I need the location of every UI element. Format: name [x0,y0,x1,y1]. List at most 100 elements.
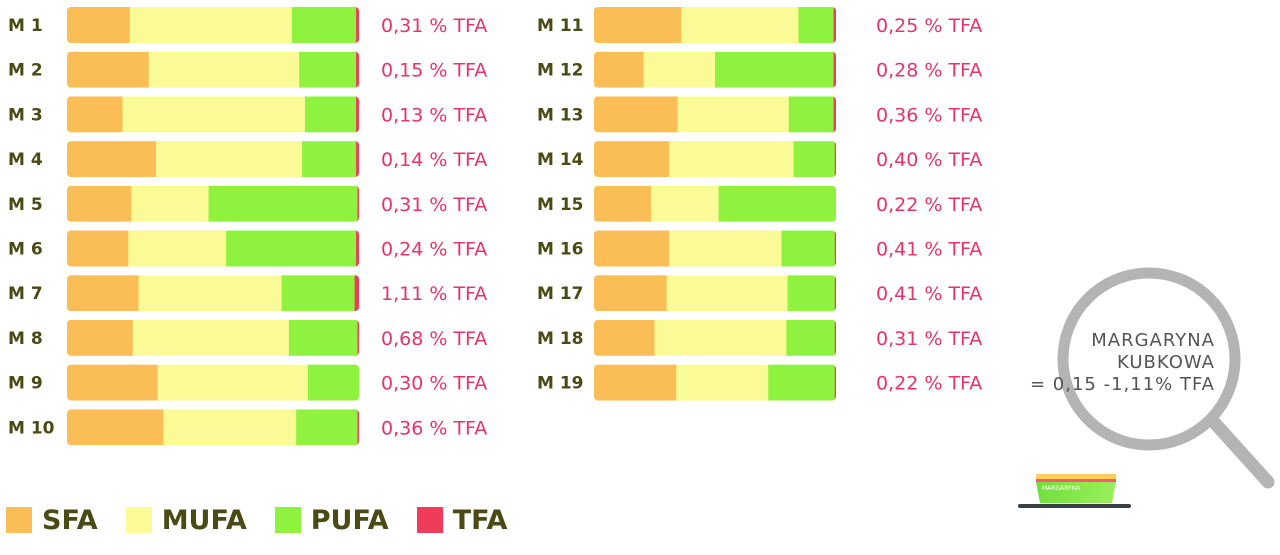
legend-item-pufa: PUFA [274,504,389,536]
tfa-value-m13: 0,36 % TFA [876,104,982,126]
bar-m2 [67,51,359,88]
row-label-m12: M 12 [537,61,584,81]
legend-swatch-tfa [416,507,443,533]
tub-body [1036,482,1116,503]
bar-m3 [67,96,359,133]
bar-segment-pufa-m5 [208,185,359,222]
legend-label-tfa: TFA [452,504,508,536]
bar-m10 [67,409,359,446]
bar-m16 [594,230,836,267]
tfa-value-m16: 0,41 % TFA [876,239,982,261]
bar-segment-sfa-m10 [67,409,164,446]
bar-segment-pufa-m2 [299,51,357,88]
tfa-value-m19: 0,22 % TFA [876,373,982,395]
bar-segment-pufa-m17 [787,275,836,312]
bar-segment-mufa-m16 [669,230,783,267]
bar-segment-mufa-m9 [157,364,309,401]
bar-segment-mufa-m10 [163,409,297,446]
bar-segment-mufa-m8 [132,319,290,356]
bar-segment-pufa-m19 [768,364,836,401]
bar-segment-tfa-m19 [834,364,836,401]
tfa-value-m3: 0,13 % TFA [381,104,487,126]
bar-segment-mufa-m5 [131,185,210,222]
tfa-value-m6: 0,24 % TFA [381,239,487,261]
bar-m5 [67,185,359,222]
bar-segment-tfa-m1 [356,7,359,43]
bar-segment-mufa-m3 [122,96,306,133]
bar-m19 [594,364,836,401]
bar-segment-mufa-m12 [643,51,716,88]
tfa-value-m5: 0,31 % TFA [381,194,487,216]
bar-segment-sfa-m2 [67,51,150,88]
legend-swatch-pufa [274,507,301,533]
bar-segment-pufa-m4 [302,141,357,178]
legend: SFA MUFA PUFA TFA [6,503,535,537]
bar-m11 [594,7,836,43]
bar-segment-pufa-m8 [288,319,359,356]
legend-label-mufa: MUFA [161,504,247,536]
row-label-m2: M 2 [8,61,43,81]
bar-segment-pufa-m18 [786,319,836,356]
bar-segment-pufa-m13 [788,96,835,133]
bar-m13 [594,96,836,133]
bar-segment-tfa-m3 [356,96,359,133]
bar-segment-tfa-m9 [359,365,360,401]
tub-lid-stripe [1036,479,1116,482]
tfa-value-m11: 0,25 % TFA [876,15,982,37]
tub-shelf [1018,504,1131,508]
bar-segment-tfa-m7 [354,275,359,312]
row-label-m14: M 14 [537,150,584,170]
legend-item-sfa: SFA [6,505,98,536]
bar-segment-pufa-m7 [281,275,356,312]
bar-segment-sfa-m19 [594,364,677,401]
bar-segment-sfa-m14 [594,141,670,178]
bar-segment-pufa-m3 [304,96,357,133]
bar-segment-pufa-m12 [715,51,835,88]
legend-label-pufa: PUFA [310,504,389,536]
bar-segment-tfa-m11 [833,7,836,43]
bar-segment-mufa-m19 [676,364,769,401]
bar-segment-pufa-m1 [291,7,357,43]
callout-line-2: KUBKOWA [1117,352,1215,373]
row-label-m8: M 8 [8,329,43,349]
bar-segment-sfa-m9 [67,364,159,401]
bar-m18 [594,319,836,356]
bar-segment-sfa-m4 [67,141,157,178]
tfa-value-m9: 0,30 % TFA [381,373,487,395]
legend-item-mufa: MUFA [125,504,247,536]
bar-m17 [594,275,836,312]
bar-segment-pufa-m11 [798,7,835,43]
bar-segment-tfa-m10 [357,409,359,446]
row-label-m17: M 17 [537,284,584,304]
tfa-value-m2: 0,15 % TFA [381,60,487,82]
row-label-m7: M 7 [8,284,43,304]
bar-segment-tfa-m16 [834,230,836,267]
bar-segment-mufa-m13 [677,96,790,133]
bar-segment-mufa-m14 [669,141,795,178]
legend-item-tfa: TFA [416,504,508,536]
margarine-tub-icon: MARGARYNA [1018,474,1131,508]
bar-segment-sfa-m5 [67,185,132,222]
row-label-m16: M 16 [537,240,584,260]
bar-segment-tfa-m2 [356,51,359,88]
bar-segment-tfa-m17 [834,275,836,312]
tfa-value-m10: 0,36 % TFA [381,417,487,439]
row-label-m18: M 18 [537,329,584,349]
row-label-m11: M 11 [537,16,584,36]
bar-segment-tfa-m15 [836,186,837,222]
bar-segment-tfa-m6 [356,230,359,267]
bar-segment-tfa-m8 [357,319,359,356]
tub-lid-top [1036,474,1116,480]
magnifier-icon [1057,267,1275,489]
bar-segment-mufa-m1 [129,7,293,43]
legend-label-sfa: SFA [42,504,98,536]
callout-line-3: = 0,15 -1,11% TFA [1029,374,1215,395]
tfa-value-m4: 0,14 % TFA [381,149,487,171]
bar-segment-sfa-m17 [594,275,668,312]
tfa-value-m18: 0,31 % TFA [876,328,982,350]
bar-segment-pufa-m15 [718,185,836,222]
bar-segment-tfa-m12 [833,51,836,88]
bar-segment-pufa-m10 [296,409,359,446]
bar-segment-sfa-m6 [67,230,129,267]
